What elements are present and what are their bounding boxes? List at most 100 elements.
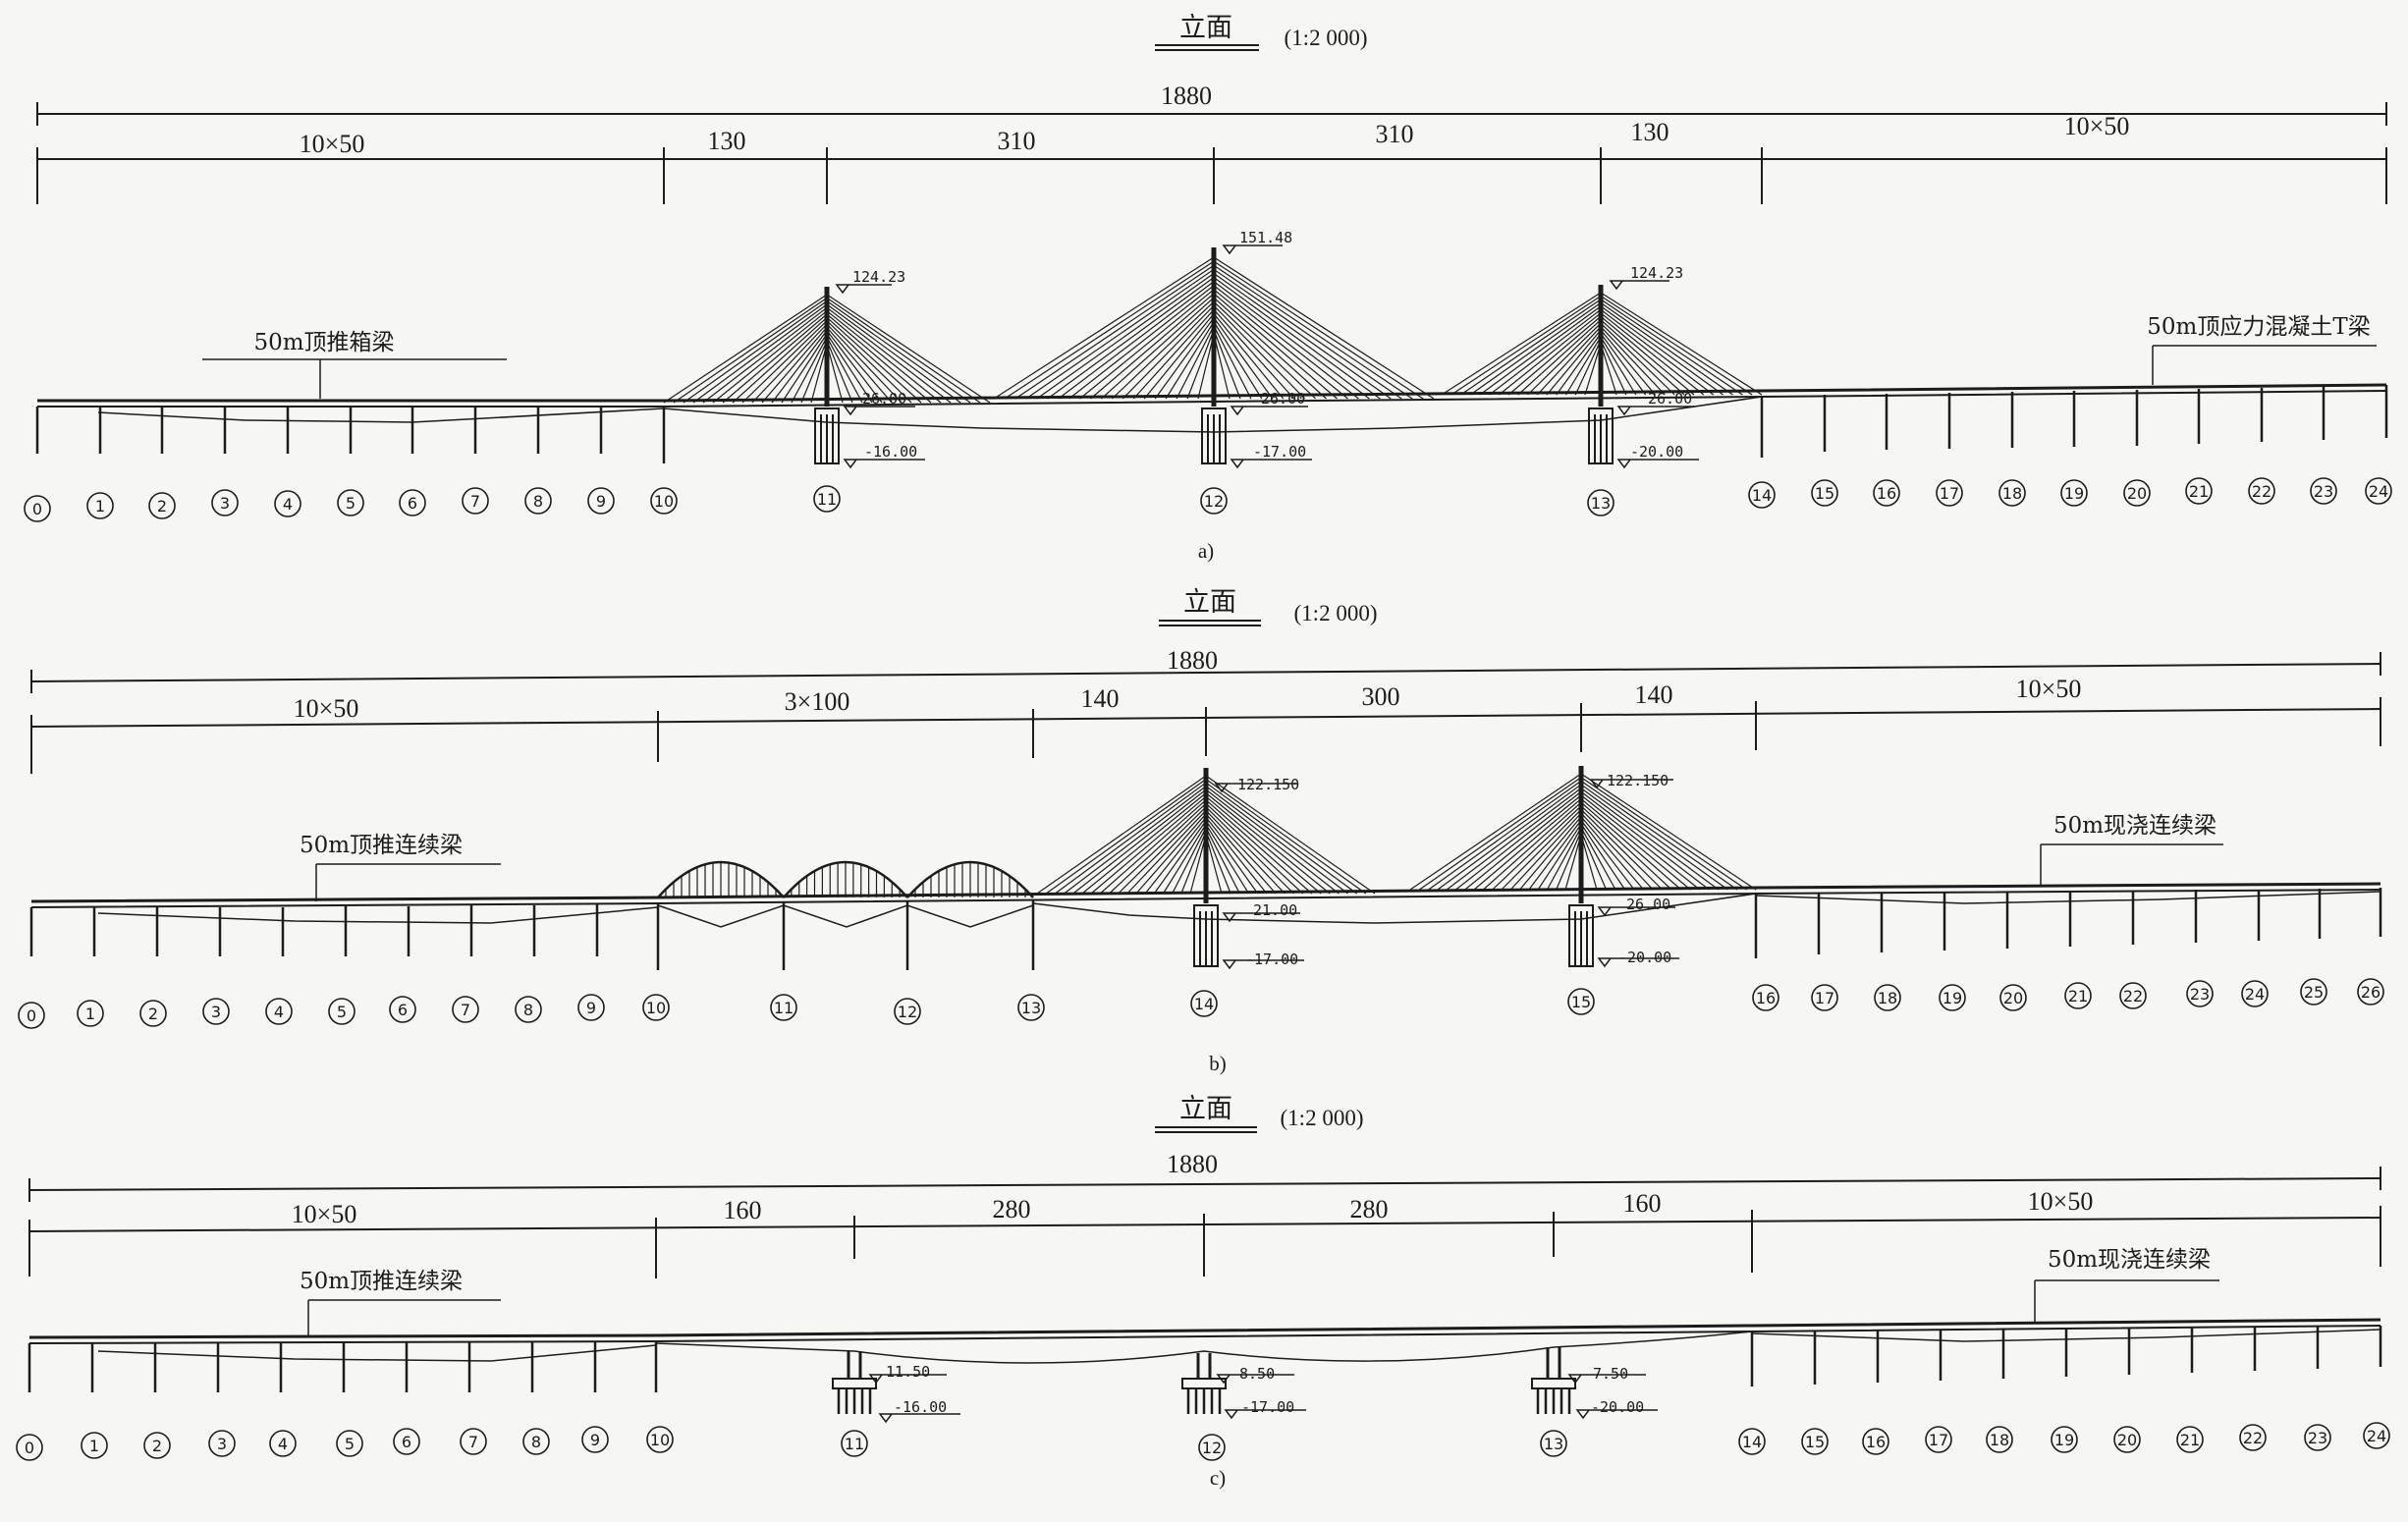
pier-number-circle (148, 492, 176, 519)
pier-number: 20 (2113, 1426, 2141, 1453)
elev-a-5: 26.00 (1261, 390, 1305, 408)
stay-cable (1213, 308, 1295, 400)
pier-number: 3 (202, 998, 230, 1025)
pier-number-circle (894, 998, 921, 1025)
pier-number: 6 (389, 996, 416, 1023)
stay-cable (732, 316, 828, 404)
stay-cable (1205, 782, 1358, 895)
stay-cable (1197, 333, 1215, 400)
panel-a-seg-3: 310 (998, 127, 1036, 155)
pier-number-label: 5 (346, 494, 356, 513)
elev-c-1: 11.50 (886, 1363, 930, 1381)
stay-cable (1580, 798, 1691, 891)
stay-cable (1205, 779, 1367, 895)
stay-cable (1205, 806, 1294, 895)
stay-cable (1600, 329, 1656, 396)
stay-cable (1600, 301, 1733, 396)
pier-number: 4 (274, 490, 301, 517)
pier-number: 8 (515, 996, 542, 1023)
pier-number-label: 19 (1943, 989, 1962, 1007)
stay-cable (791, 337, 828, 404)
panel-c-seg-1: 10×50 (292, 1200, 357, 1228)
pier-number-circle (2060, 479, 2088, 507)
pier-number-label: 23 (2190, 985, 2210, 1004)
pier-number-circle (1017, 994, 1045, 1021)
stay-cable (826, 323, 903, 404)
pier-number-circle (393, 1428, 420, 1455)
stay-cable (1600, 333, 1647, 396)
pier-number-label: 18 (1878, 989, 1897, 1007)
pier-number-label: 3 (217, 1435, 227, 1453)
stay-cable (1205, 788, 1340, 895)
elev-a-1: 124.23 (852, 268, 905, 286)
stay-cable (1213, 285, 1359, 400)
panel-b-tower-14 (1036, 768, 1376, 967)
stay-cable (1205, 827, 1240, 895)
pier-number: 18 (1986, 1426, 2013, 1453)
pier-number-label: 15 (1571, 993, 1591, 1011)
stay-cable (1464, 794, 1582, 891)
pier-number-label: 19 (2054, 1431, 2074, 1449)
stay-cable (1189, 834, 1207, 895)
pier-number-label: 8 (523, 1001, 533, 1019)
pier-number-label: 2 (148, 1005, 158, 1023)
stay-cable (1205, 786, 1348, 895)
pier-number: 12 (1200, 487, 1228, 515)
pier-number-label: 17 (1940, 484, 1959, 503)
stay-cable (1580, 790, 1710, 891)
pier-number: 14 (1738, 1428, 1766, 1455)
stay-cable (751, 323, 828, 404)
panel-a: 立面 (1:2 000) 1880 10×50 130 310 310 130 … (24, 13, 2392, 563)
pier-number: 11 (813, 485, 841, 513)
pier-number-label: 26 (2361, 983, 2381, 1002)
stay-cable (826, 330, 883, 404)
panel-b-beam-left: 50m顶推连续梁 (300, 833, 463, 858)
stay-cable (1153, 820, 1207, 895)
panel-a-right-piers (1760, 385, 2388, 458)
pier-number-label: 6 (398, 1001, 408, 1019)
stay-cable (1600, 299, 1743, 396)
pier-number: 0 (24, 495, 51, 522)
stay-cable (1499, 312, 1602, 396)
stay-cable (1600, 319, 1685, 396)
pier-number: 13 (1587, 489, 1614, 516)
pier-number: 6 (393, 1428, 420, 1455)
stay-cable (1213, 317, 1274, 400)
pier-number-label: 9 (590, 1431, 600, 1449)
pier-number: 20 (2123, 479, 2151, 507)
pier-number-circle (18, 1002, 45, 1029)
pier-number-circle (1811, 984, 1838, 1011)
panel-b-total-dim: 1880 (1167, 646, 1218, 675)
pier-number-label: 16 (1877, 484, 1896, 503)
panel-b-seg-4: 300 (1362, 682, 1400, 711)
stay-cable (1112, 300, 1215, 400)
stay-cable (1135, 813, 1207, 895)
stay-cable (1441, 292, 1602, 396)
elev-a-2: 26.00 (862, 390, 906, 408)
stay-cable (1205, 795, 1322, 895)
panel-b-seg-2: 3×100 (785, 687, 850, 716)
pier-number-circle (2185, 477, 2213, 505)
panel-b-caption: b) (1209, 1052, 1227, 1075)
panel-c-seg-5: 160 (1623, 1189, 1662, 1218)
panel-c-seg-4: 280 (1350, 1195, 1389, 1223)
pier-number-circle (2119, 982, 2147, 1009)
stay-cable (1213, 256, 1435, 400)
pier-number-label: 10 (654, 492, 674, 511)
pier-number-label: 20 (2003, 989, 2023, 1007)
stay-cable (1058, 281, 1215, 400)
stay-cable (1064, 786, 1207, 895)
panel-c-pier-11 (832, 1351, 877, 1414)
pier-number-label: 22 (2252, 482, 2271, 501)
stay-cable (1517, 319, 1602, 396)
pier-number-circle (1936, 479, 1963, 507)
pier-number-circle (1567, 988, 1595, 1015)
stay-cable (1186, 329, 1215, 400)
stay-cable (1090, 293, 1215, 400)
stay-cable (1205, 820, 1259, 895)
elev-b-6: -20.00 (1618, 949, 1671, 966)
stay-cable (1600, 315, 1695, 396)
pier-number-label: 18 (1990, 1431, 2009, 1449)
pier-number-circle (2239, 1424, 2267, 1451)
